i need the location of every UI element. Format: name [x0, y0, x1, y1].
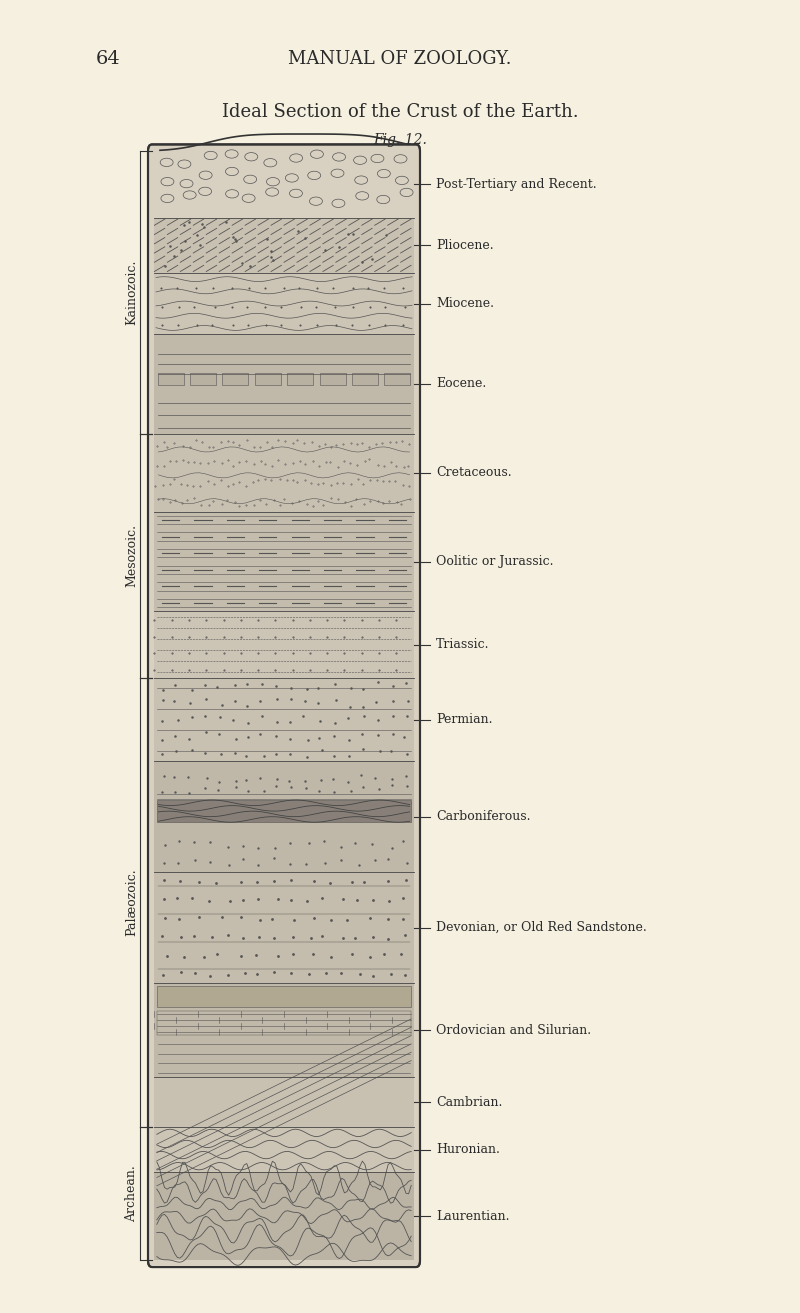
Text: Devonian, or Old Red Sandstone.: Devonian, or Old Red Sandstone.: [436, 922, 646, 934]
Bar: [154, 433, 414, 512]
Bar: [157, 986, 411, 1007]
Text: Ideal Section of the Crust of the Earth.: Ideal Section of the Crust of the Earth.: [222, 102, 578, 121]
Bar: [158, 373, 183, 385]
Text: Eocene.: Eocene.: [436, 377, 486, 390]
Bar: [154, 218, 414, 273]
Bar: [154, 1128, 414, 1171]
Bar: [154, 678, 414, 762]
Bar: [154, 273, 414, 334]
Text: Post-Tertiary and Recent.: Post-Tertiary and Recent.: [436, 177, 597, 190]
Text: Fig. 12.: Fig. 12.: [373, 134, 427, 147]
Text: Archean.: Archean.: [126, 1166, 138, 1222]
Bar: [222, 373, 248, 385]
Text: Palæozoic.: Palæozoic.: [126, 869, 138, 936]
Bar: [385, 373, 410, 385]
Text: Oolitic or Jurassic.: Oolitic or Jurassic.: [436, 555, 554, 569]
Bar: [154, 612, 414, 678]
Text: Laurentian.: Laurentian.: [436, 1209, 510, 1222]
Bar: [154, 762, 414, 872]
Text: 64: 64: [96, 50, 121, 68]
Text: Carboniferous.: Carboniferous.: [436, 810, 530, 823]
Text: Triassic.: Triassic.: [436, 638, 490, 651]
Bar: [255, 373, 281, 385]
Text: Permian.: Permian.: [436, 713, 493, 726]
Text: Cambrian.: Cambrian.: [436, 1096, 502, 1109]
Bar: [154, 1171, 414, 1260]
Bar: [154, 983, 414, 1078]
Text: Huronian.: Huronian.: [436, 1144, 500, 1155]
Text: MANUAL OF ZOOLOGY.: MANUAL OF ZOOLOGY.: [288, 50, 512, 68]
Text: Mesozoic.: Mesozoic.: [126, 524, 138, 587]
Bar: [157, 1011, 411, 1035]
Text: Kainozoic.: Kainozoic.: [126, 260, 138, 326]
Bar: [154, 512, 414, 612]
Text: Miocene.: Miocene.: [436, 297, 494, 310]
Bar: [157, 800, 411, 822]
FancyBboxPatch shape: [148, 144, 420, 1267]
Text: Cretaceous.: Cretaceous.: [436, 466, 512, 479]
Bar: [154, 1078, 414, 1128]
Bar: [352, 373, 378, 385]
Bar: [320, 373, 346, 385]
Bar: [154, 334, 414, 433]
Bar: [287, 373, 313, 385]
Bar: [154, 151, 414, 218]
Text: Ordovician and Silurian.: Ordovician and Silurian.: [436, 1024, 591, 1037]
Bar: [190, 373, 216, 385]
Bar: [154, 872, 414, 983]
Text: Pliocene.: Pliocene.: [436, 239, 494, 252]
